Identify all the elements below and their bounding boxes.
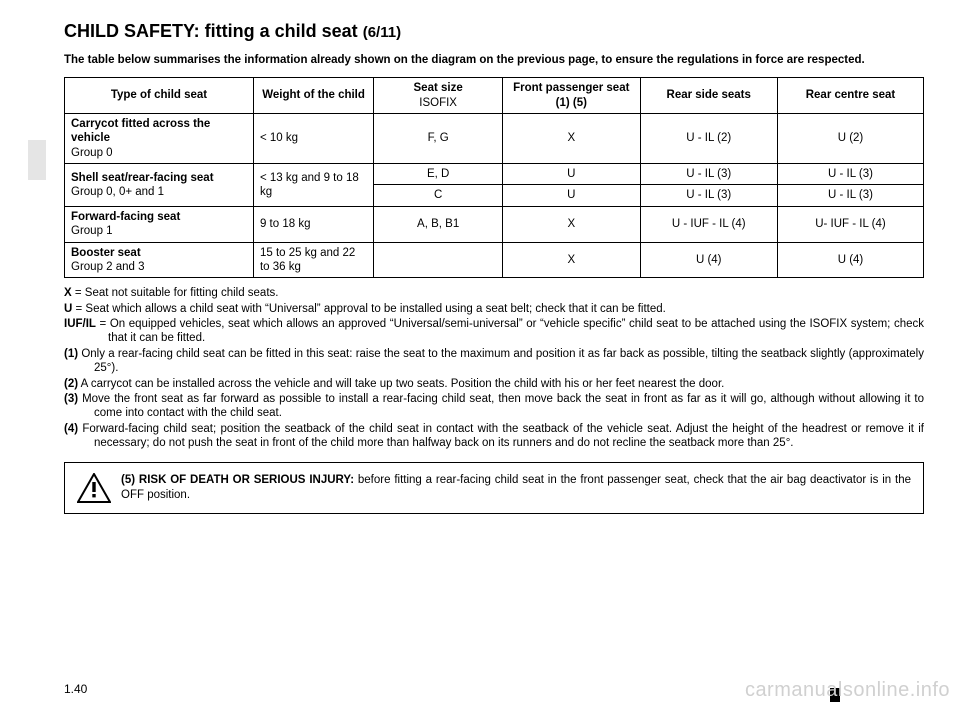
cell-weight: 15 to 25 kg and 22 to 36 kg [253, 242, 373, 278]
cell-rear-side: U (4) [640, 242, 777, 278]
warning-text: (5) RISK OF DEATH OR SERIOUS INJURY: bef… [121, 473, 911, 502]
cell-rear-centre: U - IL (3) [777, 164, 923, 185]
intro-text: The table below summarises the informati… [64, 53, 924, 67]
cell-rear-centre: U- IUF - IL (4) [777, 206, 923, 242]
col-size-sub: ISOFIX [380, 96, 496, 110]
cell-front: X [503, 206, 640, 242]
cell-type: Shell seat/rear-facing seat Group 0, 0+ … [65, 164, 254, 207]
warning-box: (5) RISK OF DEATH OR SERIOUS INJURY: bef… [64, 462, 924, 514]
cell-rear-centre: U (2) [777, 113, 923, 163]
watermark: carmanualsonline.info [745, 679, 950, 702]
title-sub: (6/11) [363, 24, 401, 41]
cell-front: U [503, 164, 640, 185]
cell-front: X [503, 113, 640, 163]
col-front: Front passenger seat (1) (5) [503, 78, 640, 114]
cell-rear-centre: U - IL (3) [777, 185, 923, 206]
col-rear-side: Rear side seats [640, 78, 777, 114]
type-main: Carrycot fitted across the vehicle [71, 118, 210, 144]
note-4: (4) Forward-facing child seat; position … [64, 422, 924, 451]
table-row: Carrycot fitted across the vehicle Group… [65, 113, 924, 163]
note-x: XX = Seat not suitable for fitting child… [64, 286, 924, 300]
col-type: Type of child seat [65, 78, 254, 114]
notes-block: XX = Seat not suitable for fitting child… [64, 286, 924, 450]
cell-rear-side: U - IL (2) [640, 113, 777, 163]
cell-size: A, B, B1 [374, 206, 503, 242]
type-group: Group 2 and 3 [71, 261, 145, 273]
cell-weight: < 10 kg [253, 113, 373, 163]
title-main: CHILD SAFETY: fitting a child seat [64, 21, 358, 41]
col-rear-centre: Rear centre seat [777, 78, 923, 114]
table-row: Shell seat/rear-facing seat Group 0, 0+ … [65, 164, 924, 185]
cell-type: Forward-facing seat Group 1 [65, 206, 254, 242]
side-tab [28, 140, 46, 180]
col-size-main: Seat size [380, 81, 496, 95]
type-main: Forward-facing seat [71, 211, 180, 223]
cell-rear-side: U - IL (3) [640, 185, 777, 206]
note-2: (2) A carrycot can be installed across t… [64, 377, 924, 391]
cell-weight: 9 to 18 kg [253, 206, 373, 242]
note-u: U = Seat which allows a child seat with … [64, 302, 924, 316]
type-main: Shell seat/rear-facing seat [71, 172, 214, 184]
table-header-row: Type of child seat Weight of the child S… [65, 78, 924, 114]
note-iuf: IUF/IL = On equipped vehicles, seat whic… [64, 317, 924, 346]
cell-size: C [374, 185, 503, 206]
cell-rear-side: U - IL (3) [640, 164, 777, 185]
cell-front: X [503, 242, 640, 278]
cell-size: F, G [374, 113, 503, 163]
table-row: Forward-facing seat Group 1 9 to 18 kg A… [65, 206, 924, 242]
type-group: Group 0, 0+ and 1 [71, 186, 164, 198]
note-1: (1) Only a rear-facing child seat can be… [64, 347, 924, 376]
child-seat-table: Type of child seat Weight of the child S… [64, 77, 924, 278]
cell-type: Booster seat Group 2 and 3 [65, 242, 254, 278]
cell-weight: < 13 kg and 9 to 18 kg [253, 164, 373, 207]
warning-icon [77, 473, 111, 503]
manual-page: CHILD SAFETY: fitting a child seat (6/11… [0, 0, 960, 524]
col-size: Seat size ISOFIX [374, 78, 503, 114]
cell-front: U [503, 185, 640, 206]
page-title: CHILD SAFETY: fitting a child seat (6/11… [64, 20, 924, 43]
type-main: Booster seat [71, 247, 141, 259]
type-group: Group 1 [71, 225, 113, 237]
page-number: 1.40 [64, 682, 87, 696]
cell-size [374, 242, 503, 278]
warning-label: (5) RISK OF DEATH OR SERIOUS INJURY: [121, 474, 354, 486]
col-weight: Weight of the child [253, 78, 373, 114]
cell-rear-centre: U (4) [777, 242, 923, 278]
cell-rear-side: U - IUF - IL (4) [640, 206, 777, 242]
type-group: Group 0 [71, 147, 113, 159]
cell-type: Carrycot fitted across the vehicle Group… [65, 113, 254, 163]
table-row: Booster seat Group 2 and 3 15 to 25 kg a… [65, 242, 924, 278]
cell-size: E, D [374, 164, 503, 185]
note-3: (3) Move the front seat as far forward a… [64, 392, 924, 421]
